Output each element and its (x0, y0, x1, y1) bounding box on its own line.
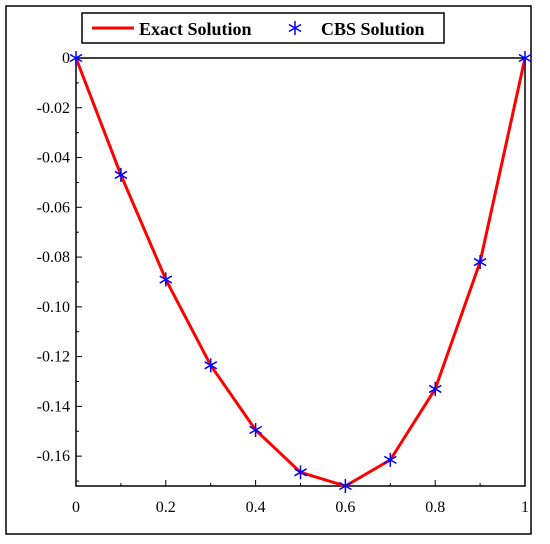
series-line-exact-solution (74, 57, 527, 488)
y-tick-label: -0.10 (37, 299, 70, 316)
data-point-marker (114, 167, 128, 182)
y-tick-label: -0.12 (37, 349, 70, 366)
figure-frame (5, 5, 532, 535)
x-axis: 0 0.2 0.4 0.6 0.8 1 (72, 480, 529, 516)
x-tick-label: 0.6 (335, 499, 355, 516)
y-tick-label: -0.02 (37, 100, 70, 117)
x-tick-label: 0.8 (425, 499, 445, 516)
legend-asterisk-icon (288, 21, 302, 35)
legend-label-exact: Exact Solution (139, 19, 252, 39)
series-lines (74, 57, 527, 488)
data-point-marker (159, 272, 173, 287)
data-point-marker (338, 479, 352, 493)
data-point-marker (249, 423, 263, 438)
plot-area (75, 57, 526, 487)
y-tick-label: 0 (62, 50, 70, 67)
y-tick-label: -0.16 (37, 448, 70, 465)
data-point-marker (518, 51, 532, 65)
data-point-marker (428, 381, 442, 396)
series-markers (69, 51, 532, 493)
legend-label-cbs: CBS Solution (321, 19, 425, 39)
data-point-marker (473, 255, 487, 270)
y-axis: 0 -0.02 -0.04 -0.06 -0.08 -0.10 -0.12 -0.14 -0.1… (37, 50, 82, 482)
data-point-marker (294, 465, 307, 480)
x-tick-label: 1 (521, 499, 529, 516)
y-tick-label: -0.06 (37, 199, 70, 216)
y-tick-label: -0.14 (37, 398, 70, 415)
x-tick-label: 0 (72, 499, 80, 516)
data-point-marker (204, 358, 218, 373)
x-tick-label: 0.2 (156, 499, 176, 516)
data-point-marker (69, 51, 83, 65)
y-tick-label: -0.08 (37, 249, 70, 266)
legend-box (81, 12, 445, 44)
legend: Exact Solution CBS Solution (81, 12, 445, 44)
y-tick-label: -0.04 (37, 150, 70, 167)
legend-marker-swatch (288, 21, 302, 35)
x-tick-label: 0.4 (246, 499, 266, 516)
data-point-marker (383, 452, 397, 467)
